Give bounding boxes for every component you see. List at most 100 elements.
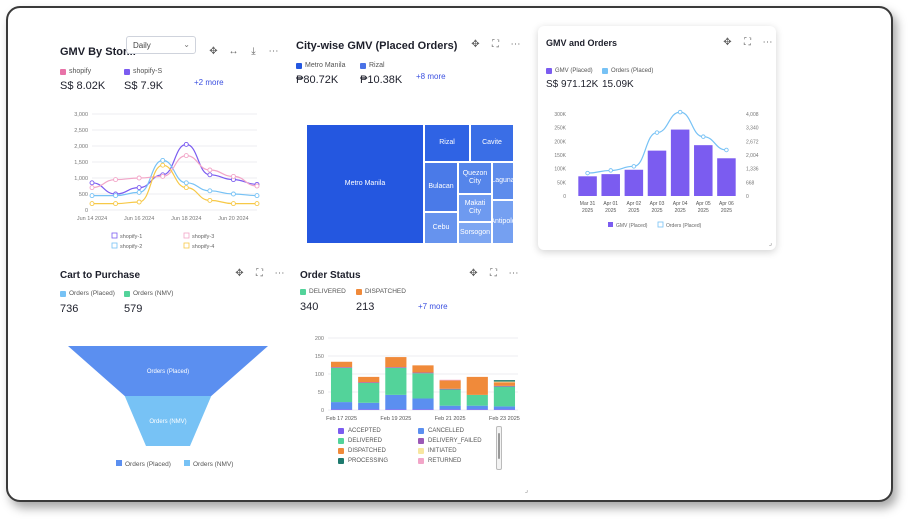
treemap-cell[interactable]: Laguna bbox=[492, 162, 514, 200]
legend-swatch bbox=[111, 242, 118, 249]
series-line-shopify-1 bbox=[91, 143, 258, 195]
card-toolbar: ✥ ↔ ⤓ ⋯ bbox=[208, 47, 279, 57]
order-status-stacked-chart: 0 50 100 150 200 Feb 17 2025 Feb 19 2025 Feb 21… bbox=[315, 336, 520, 422]
legend-item-delivery_failed[interactable]: DELIVERY_FAILED bbox=[418, 438, 482, 444]
card-title: Order Status bbox=[300, 270, 361, 281]
legend-swatch bbox=[657, 221, 664, 228]
legend-label: PROCESSING bbox=[348, 458, 389, 464]
treemap-cell[interactable]: Bulacan bbox=[424, 162, 458, 212]
bar-segment-delivery_failed bbox=[439, 388, 461, 390]
legend-item-cancelled[interactable]: CANCELLED bbox=[418, 428, 464, 434]
funnel-chart: Orders (Placed) Orders (NMV) Orders (Place… bbox=[68, 346, 268, 468]
legend-label: INITIATED bbox=[428, 448, 457, 454]
cart-to-purchase-card: Cart to Purchase ✥ ⛶ ⋯ Orders (Placed) O… bbox=[52, 258, 285, 488]
treemap-cell[interactable]: Cavite bbox=[470, 124, 514, 162]
treemap-cell[interactable]: Cebu bbox=[424, 212, 458, 244]
legend-swatch bbox=[183, 242, 190, 249]
y-tick-label-right: 0 bbox=[746, 194, 749, 200]
card-toolbar: ✥ ⛶ ⋯ bbox=[234, 269, 285, 279]
resize-handle[interactable]: ⌟ bbox=[768, 240, 772, 247]
move-icon[interactable]: ✥ bbox=[469, 268, 478, 279]
data-point bbox=[631, 164, 637, 169]
legend-label: Orders (Placed) bbox=[125, 461, 171, 468]
y-tick-label-left: 0 bbox=[563, 194, 566, 200]
bar-segment-accepted bbox=[466, 409, 488, 410]
more-series-link[interactable]: +7 more bbox=[418, 302, 448, 311]
x-tick-label: 2025 bbox=[675, 208, 686, 214]
data-point bbox=[254, 193, 260, 199]
data-point bbox=[113, 201, 119, 207]
series-key-gmv-placed: GMV (Placed) bbox=[546, 68, 593, 74]
move-icon[interactable]: ✥ bbox=[723, 37, 732, 48]
series-key-dispatched: DISPATCHED bbox=[356, 288, 406, 295]
card-title: GMV By Stor... bbox=[60, 46, 136, 58]
expand-icon[interactable]: ⛶ bbox=[744, 37, 751, 48]
treemap-cell[interactable]: Metro Manila bbox=[306, 124, 424, 244]
legend-item-delivered[interactable]: DELIVERED bbox=[338, 438, 382, 444]
bar-gmv bbox=[624, 169, 644, 196]
bar-gmv bbox=[670, 129, 690, 196]
legend-item-accepted[interactable]: ACCEPTED bbox=[338, 428, 381, 434]
move-icon[interactable]: ✥ bbox=[235, 268, 244, 279]
x-tick-label: Feb 19 2025 bbox=[380, 416, 411, 422]
legend-swatch bbox=[418, 458, 424, 464]
data-point bbox=[89, 185, 95, 191]
x-tick-label: Jun 16 2024 bbox=[124, 216, 154, 222]
x-tick-label: Jun 18 2024 bbox=[171, 216, 201, 222]
download-icon[interactable]: ⤓ bbox=[251, 46, 256, 57]
legend-swatch bbox=[183, 232, 190, 239]
metric-value: 15.09K bbox=[602, 79, 634, 90]
treemap-cell[interactable]: Sorsogon bbox=[458, 222, 492, 244]
legend-item-dispatched[interactable]: DISPATCHED bbox=[338, 448, 386, 454]
more-series-link[interactable]: +8 more bbox=[416, 72, 446, 81]
card-toolbar: ✥ ⛶ ⋯ bbox=[470, 40, 521, 50]
series-line-shopify-2 bbox=[92, 159, 258, 197]
x-tick-label: Apr 06 bbox=[719, 201, 734, 207]
resize-horizontal-icon[interactable]: ↔ bbox=[228, 46, 239, 57]
legend-label: DISPATCHED bbox=[348, 448, 386, 454]
series-key-shopify-s: shopify-S bbox=[124, 68, 162, 75]
period-select[interactable]: Daily ⌄ bbox=[126, 36, 196, 54]
more-options-icon[interactable]: ⋯ bbox=[762, 37, 773, 48]
y-tick-label-left: 250K bbox=[554, 126, 566, 132]
legend-swatch bbox=[418, 438, 424, 444]
more-options-icon[interactable]: ⋯ bbox=[508, 268, 519, 279]
treemap-cell[interactable]: Makati City bbox=[458, 194, 492, 222]
more-series-link[interactable]: +2 more bbox=[194, 78, 224, 87]
legend-item-initiated[interactable]: INITIATED bbox=[418, 448, 457, 454]
treemap-cell[interactable]: Antipolo bbox=[492, 200, 514, 244]
bar-gmv bbox=[717, 158, 736, 196]
more-options-icon[interactable]: ⋯ bbox=[274, 268, 285, 279]
data-point bbox=[183, 185, 189, 191]
bar-gmv bbox=[694, 145, 713, 196]
bar-segment-cancelled bbox=[466, 405, 488, 410]
y-tick-label: 1,000 bbox=[74, 176, 88, 182]
move-icon[interactable]: ✥ bbox=[209, 46, 218, 57]
more-options-icon[interactable]: ⋯ bbox=[510, 39, 521, 50]
legend-item-returned[interactable]: RETURNED bbox=[418, 458, 461, 464]
treemap-cell[interactable]: Quezon City bbox=[458, 162, 492, 194]
series-key-orders-placed: Orders (Placed) bbox=[602, 68, 653, 74]
move-icon[interactable]: ✥ bbox=[471, 39, 480, 50]
metric-value: S$ 8.02K bbox=[60, 80, 106, 92]
bar-segment-delivery_failed bbox=[412, 372, 434, 374]
expand-icon[interactable]: ⛶ bbox=[256, 268, 263, 279]
x-tick-label: Feb 23 2025 bbox=[489, 416, 520, 422]
x-tick-label: Apr 04 bbox=[673, 201, 688, 207]
x-tick-label: Apr 03 bbox=[650, 201, 665, 207]
resize-handle[interactable]: ⌟ bbox=[524, 487, 528, 494]
bar-segment-dispatched bbox=[493, 382, 516, 386]
y-tick-label: 0 bbox=[85, 208, 88, 214]
expand-icon[interactable]: ⛶ bbox=[492, 39, 499, 50]
order-status-card: Order Status ✥ ⛶ ⋯ DELIVERED DISPATCHED … bbox=[290, 258, 530, 494]
legend-item-processing[interactable]: PROCESSING bbox=[338, 458, 388, 464]
more-options-icon[interactable]: ⋯ bbox=[268, 46, 279, 57]
x-tick-label: Feb 17 2025 bbox=[326, 416, 357, 422]
scrollbar-thumb[interactable] bbox=[498, 433, 500, 459]
x-tick-label: Jun 14 2024 bbox=[77, 216, 107, 222]
treemap-cell[interactable]: Rizal bbox=[424, 124, 470, 162]
data-point bbox=[136, 199, 142, 205]
legend-scrollbar[interactable] bbox=[496, 426, 502, 470]
bar-gmv bbox=[601, 174, 620, 196]
expand-icon[interactable]: ⛶ bbox=[490, 268, 497, 279]
